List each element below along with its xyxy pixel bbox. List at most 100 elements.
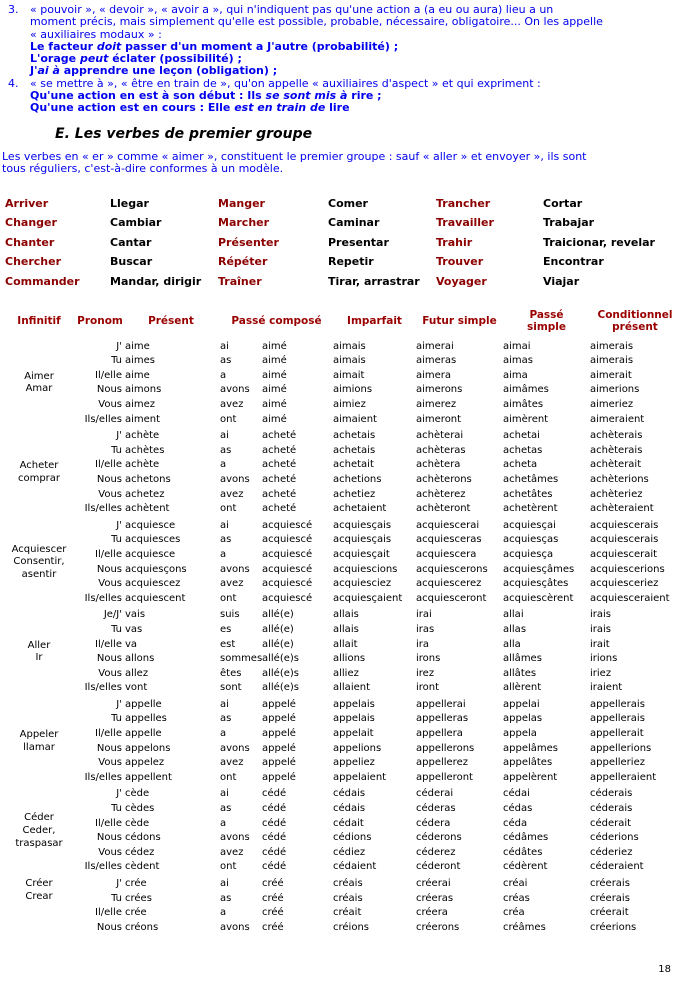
conjugation-cell-present: appelles	[125, 713, 167, 725]
vocab-spanish-term: Repetir	[328, 255, 374, 269]
conjugation-cell-passe-simple: cédai	[503, 788, 530, 800]
conjugation-cell-passe-simple: acquiesçâmes	[503, 563, 575, 575]
conjugation-cell-futur-simple: achèterai	[416, 430, 464, 442]
conjugation-cell-futur-simple: créerai	[416, 878, 451, 890]
conjugation-cell-passe-simple: aimas	[503, 355, 533, 367]
conjugation-cell-pronoun: Nous	[96, 742, 122, 754]
conjugation-cell-pronoun: Nous	[96, 563, 122, 575]
conjugation-cell-participle: allé(e)s	[262, 653, 300, 665]
conjugation-cell-passe-simple: acquiesçai	[503, 519, 556, 531]
conjugation-cell-present: aimez	[125, 399, 156, 411]
conjugation-cell-pronoun: Vous	[98, 757, 122, 769]
conjugation-cell-conditionnel: créerais	[590, 878, 630, 890]
conjugation-cell-futur-simple: acquiescerez	[416, 578, 482, 590]
vocab-spanish-term: Cambiar	[110, 216, 162, 230]
conjugation-cell-present: acquiesces	[125, 534, 181, 546]
conjugation-cell-participle: cédé	[262, 846, 287, 858]
conjugation-cell-present: achètes	[125, 444, 165, 456]
conjugation-cell-imparfait: aimais	[333, 355, 366, 367]
conjugation-cell-pronoun: J'	[116, 519, 122, 531]
conjugation-cell-pronoun: Vous	[98, 578, 122, 590]
conjugation-cell-pronoun: Nous	[96, 473, 122, 485]
vocab-spanish-term: Viajar	[543, 275, 580, 289]
conjugation-cell-participle: acquiescé	[262, 519, 313, 531]
conjugation-cell-present: vont	[125, 682, 148, 694]
conjugation-cell-pronoun: Il/elle	[95, 907, 122, 919]
conjugation-cell-pronoun: Il/elle	[95, 638, 122, 650]
conjugation-cell-futur-simple: iras	[416, 623, 435, 635]
intro-list: 3. « pouvoir », « devoir », « avoir a », …	[0, 0, 680, 115]
conjugation-cell-passe-simple: achetai	[503, 430, 540, 442]
conjugation-grid: J' cède ai cédé cédais céderai cédai céderais Tu…	[78, 787, 680, 875]
vocab-french-term: Trahir	[436, 235, 473, 249]
infinitive-line: Aimer	[24, 370, 54, 382]
conjugation-cell-participle: appelé	[262, 698, 296, 710]
text-segment: J'	[30, 64, 38, 78]
conjugation-cell-conditionnel: céderaient	[590, 861, 644, 873]
vocab-french-term: Commander	[5, 275, 80, 289]
conjugation-cell-passe-simple: créa	[503, 907, 525, 919]
conjugation-cell-pronoun: Tu	[111, 892, 122, 904]
list-item-4: 4. « se mettre à », « être en train de »,…	[8, 76, 678, 115]
conjugation-cell-participle: cédé	[262, 832, 287, 844]
conjugation-cell-pronoun: Vous	[98, 846, 122, 858]
vocab-spanish-term: Tirar, arrastrar	[328, 275, 420, 289]
conjugation-cell-participle: acheté	[262, 430, 297, 442]
conjugation-cell-imparfait: créions	[333, 921, 369, 933]
conjugation-cell-imparfait: allions	[333, 653, 366, 665]
conjugation-cell-present: acquiesce	[125, 548, 176, 560]
conjugation-cell-futur-simple: achèteras	[416, 444, 466, 456]
conjugation-cell-passe-simple: acheta	[503, 459, 538, 471]
vocab-spanish-term: Traicionar, revelar	[543, 235, 655, 249]
text-segment: éclater (possibilité) ;	[108, 52, 242, 66]
text-segment: lire	[325, 101, 350, 115]
conjugation-cell-conditionnel: irais	[590, 609, 612, 621]
text-segment: « pouvoir », « devoir », « avoir a », qu…	[30, 3, 554, 16]
conjugation-grid: Je/J' vais suis allé(e) allais irai allai irais…	[78, 608, 680, 696]
conjugation-cell-pronoun: J'	[116, 430, 122, 442]
conjugation-cell-pronoun: Tu	[111, 713, 122, 725]
conjugation-cell-passe-simple: achetâmes	[503, 473, 559, 485]
conjugation-cell-passe-simple: achetas	[503, 444, 543, 456]
vocab-spanish-term: Cortar	[543, 196, 583, 210]
conjugation-cell-aux: as	[220, 713, 232, 725]
conjugation-cell-present: cèdent	[125, 861, 160, 873]
vocab-spanish-term: Caminar	[328, 216, 380, 230]
conjugation-cell-passe-simple: appela	[503, 728, 537, 740]
conjugation-cell-pronoun: Vous	[98, 667, 122, 679]
conjugation-cell-futur-simple: achèterons	[416, 473, 472, 485]
conjugation-cell-pronoun: Tu	[111, 444, 122, 456]
list-item-number: 4.	[8, 76, 19, 90]
conjugation-cell-conditionnel: iriez	[590, 667, 612, 679]
infinitive-line: llamar	[23, 741, 55, 753]
conjugation-cell-imparfait: aimiez	[333, 399, 366, 411]
conjugation-cell-imparfait: achetais	[333, 444, 376, 456]
conjugation-cell-pronoun: J'	[116, 698, 122, 710]
text-segment: ai à	[37, 64, 60, 78]
conjugation-cell-aux: a	[220, 548, 227, 560]
text-segment: Qu'une action en est à son début : Ils	[30, 89, 266, 103]
conjugation-cell-participle: créé	[262, 921, 284, 933]
conjugation-cell-present: vais	[125, 609, 146, 621]
column-header: Infinitif	[17, 314, 61, 327]
conjugation-cell-aux: avez	[220, 399, 244, 411]
conjugation-cell-passe-simple: céda	[503, 817, 528, 829]
conjugation-cell-futur-simple: irons	[416, 653, 441, 665]
conjugation-cell-futur-simple: acquiescera	[416, 548, 477, 560]
conjugation-cell-imparfait: achetiez	[333, 488, 376, 500]
vocab-french-term: Arriver	[5, 196, 49, 210]
conjugation-cell-participle: acheté	[262, 459, 297, 471]
conjugation-cell-present: achète	[125, 430, 160, 442]
conjugation-cell-participle: cédé	[262, 788, 287, 800]
conjugation-cell-present: appelons	[125, 742, 171, 754]
conjugation-cell-conditionnel: céderais	[590, 803, 633, 815]
conjugation-cell-present: achetons	[125, 473, 171, 485]
conjugation-cell-pronoun: Je/J'	[103, 609, 122, 621]
conjugation-cell-imparfait: acquiesçais	[333, 534, 392, 546]
conjugation-cell-participle: appelé	[262, 728, 296, 740]
conjugation-cell-aux: as	[220, 355, 232, 367]
conjugation-cell-imparfait: cédais	[333, 788, 366, 800]
conjugation-cell-aux: ont	[220, 413, 237, 425]
conjugation-cell-participle: allé(e)	[262, 609, 294, 621]
conjugation-cell-imparfait: achetaient	[333, 503, 387, 515]
